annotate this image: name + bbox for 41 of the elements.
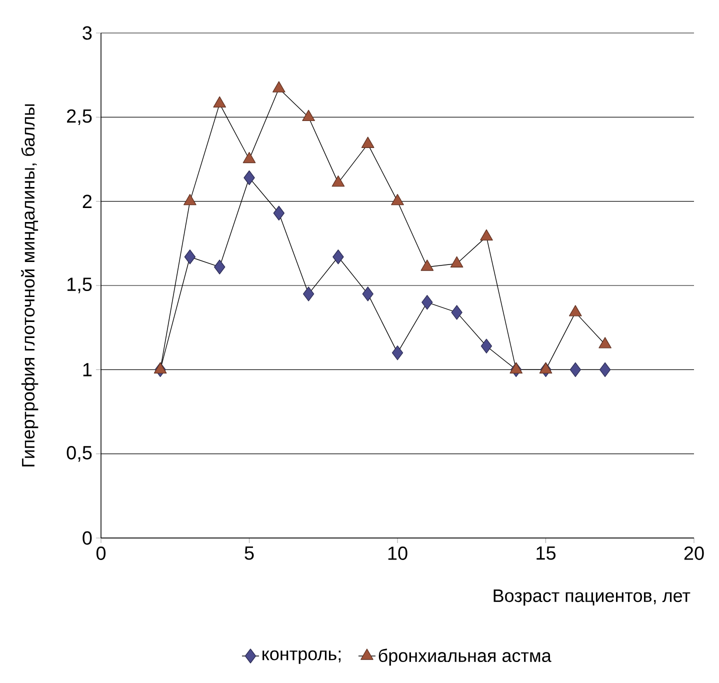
point <box>213 96 226 108</box>
point <box>244 170 255 186</box>
point <box>242 152 256 164</box>
point <box>302 286 314 302</box>
point <box>570 362 581 378</box>
x-tick-label: 15 <box>536 546 556 560</box>
point <box>480 229 493 241</box>
point <box>184 250 196 264</box>
x-tick-label: 5 <box>244 546 254 560</box>
y-tick-label: 3 <box>82 26 92 40</box>
point <box>599 362 611 378</box>
point <box>480 338 492 354</box>
y-axis-title: Гипертрофия глоточной миндалины, баллы <box>21 104 38 466</box>
point <box>361 136 374 148</box>
point <box>422 294 433 310</box>
y-tick-label: 0,5 <box>66 446 92 462</box>
legend-label: бронхиальная астма <box>378 648 552 666</box>
point <box>272 81 286 92</box>
point <box>184 194 196 206</box>
point <box>568 305 582 316</box>
x-axis-title: Возраст пациентов, лет <box>494 590 690 606</box>
x-tick-label: 20 <box>684 546 704 560</box>
point <box>362 286 374 302</box>
x-tick-label: 10 <box>388 546 408 560</box>
point <box>392 345 404 360</box>
y-tick-label: 1 <box>83 363 92 376</box>
point <box>214 260 226 274</box>
point <box>450 256 464 268</box>
point <box>391 194 404 206</box>
legend-label: контроль; <box>262 650 341 664</box>
point <box>451 305 462 320</box>
y-tick-label: 2 <box>82 194 92 208</box>
x-tick-label: 0 <box>96 546 106 560</box>
point <box>420 260 434 271</box>
point <box>332 250 344 264</box>
point <box>332 175 345 187</box>
y-tick-label: 1,5 <box>68 278 92 294</box>
point <box>273 206 284 220</box>
point <box>302 110 315 122</box>
y-tick-label: 2,5 <box>67 109 92 126</box>
y-tick-label: 0 <box>82 531 92 545</box>
